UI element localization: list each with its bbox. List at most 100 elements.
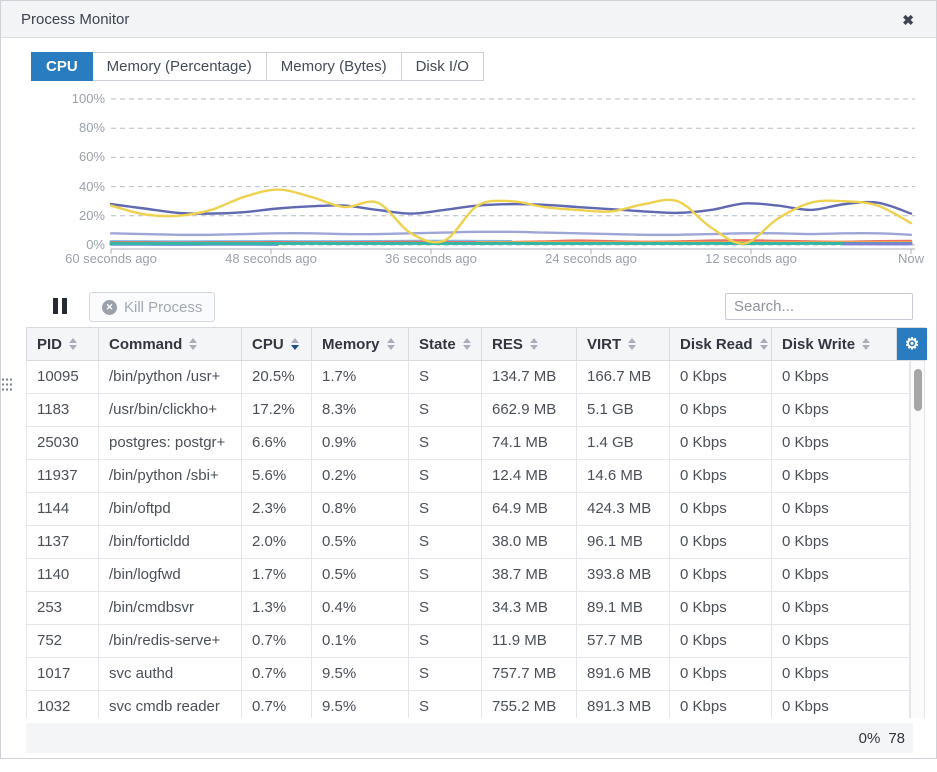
column-header-disk-write[interactable]: Disk Write (772, 328, 897, 360)
column-header-res[interactable]: RES (482, 328, 577, 360)
gear-icon[interactable]: ⚙ (897, 328, 927, 360)
table-cell: 2.0% (242, 526, 312, 558)
column-header-cpu[interactable]: CPU (242, 328, 312, 360)
table-cell: 1140 (27, 559, 99, 591)
table-cell: 0.7% (242, 625, 312, 657)
table-cell: /bin/python /usr+ (99, 361, 242, 393)
scrollbar-thumb[interactable] (914, 369, 922, 411)
table-cell: /usr/bin/clickho+ (99, 394, 242, 426)
column-label: State (419, 335, 456, 353)
column-header-command[interactable]: Command (99, 328, 242, 360)
table-cell: 0 Kbps (670, 658, 772, 690)
kill-process-button[interactable]: ✕ Kill Process (89, 292, 216, 322)
table-row[interactable]: 1140/bin/logfwd 1.7% 0.5% S 38.7 MB 393.8 MB 0… (27, 559, 910, 592)
table-row[interactable]: 10095/bin/python /usr+ 20.5% 1.7% S 134.7 MB… (27, 361, 910, 394)
table-cell: 0.7% (242, 658, 312, 690)
series-yellow (109, 188, 913, 245)
table-cell: S (409, 361, 482, 393)
table-header: PID Command CPU Memory State RES VIRT Disk Read… (26, 327, 927, 361)
pause-icon[interactable] (53, 298, 67, 314)
table-cell: 0 Kbps (772, 493, 910, 525)
close-icon[interactable]: ✖ (900, 10, 916, 31)
table-cell: 14.6 MB (577, 460, 670, 492)
column-header-virt[interactable]: VIRT (577, 328, 670, 360)
table-row[interactable]: 25030 postgres: postgr+ 6.6% 0.9% S 74.1 MB 1.… (27, 427, 910, 460)
table-cell: 662.9 MB (482, 394, 577, 426)
table-cell: 891.3 MB (577, 691, 670, 718)
tab-memory-percentage[interactable]: Memory (Percentage) (92, 52, 267, 81)
table-row[interactable]: 1144/bin/oftpd 2.3% 0.8% S 64.9 MB 424.3 MB 0 … (27, 493, 910, 526)
y-axis-label: 40% (78, 178, 105, 194)
tab-disk-i-o[interactable]: Disk I/O (401, 52, 484, 81)
table-row[interactable]: 253/bin/cmdbsvr 1.3% 0.4% S 34.3 MB 89.1 MB 0 … (27, 592, 910, 625)
table-cell: 38.0 MB (482, 526, 577, 558)
column-header-memory[interactable]: Memory (312, 328, 409, 360)
table-cell: 11937 (27, 460, 99, 492)
table-cell: 1.7% (242, 559, 312, 591)
sort-icon (189, 338, 198, 350)
table-cell: 8.3% (312, 394, 409, 426)
y-axis-label: 0% (86, 237, 105, 252)
table-cell: 96.1 MB (577, 526, 670, 558)
table-row[interactable]: 1183/usr/bin/clickho+ 17.2% 8.3% S 662.9 MB 5… (27, 394, 910, 427)
process-count: 78 (888, 729, 905, 747)
column-header-state[interactable]: State (409, 328, 482, 360)
y-axis-label: 80% (78, 120, 105, 136)
table-cell: /bin/oftpd (99, 493, 242, 525)
table-cell: 166.7 MB (577, 361, 670, 393)
table-cell: S (409, 559, 482, 591)
table-cell: 0 Kbps (670, 559, 772, 591)
table-cell: 1032 (27, 691, 99, 718)
search-input[interactable] (725, 293, 913, 320)
chart-svg (109, 98, 915, 254)
drag-grip-icon[interactable] (1, 377, 12, 392)
x-axis-label: 12 seconds ago (705, 251, 797, 266)
sort-icon (759, 338, 768, 350)
cpu-usage-chart: 0% 20% 40% 60% 80% 100% 60 seconds ago 48 seco… (25, 91, 930, 273)
series-indigo (109, 200, 913, 215)
column-header-pid[interactable]: PID (27, 328, 99, 360)
table-cell: /bin/redis-serve+ (99, 625, 242, 657)
table-row[interactable]: 1137/bin/forticldd 2.0% 0.5% S 38.0 MB 96.1 M… (27, 526, 910, 559)
tab-memory-bytes[interactable]: Memory (Bytes) (266, 52, 402, 81)
table-cell: svc authd (99, 658, 242, 690)
column-header-disk-read[interactable]: Disk Read (670, 328, 772, 360)
table-cell: 6.6% (242, 427, 312, 459)
table-cell: 393.8 MB (577, 559, 670, 591)
table-cell: 0 Kbps (670, 592, 772, 624)
table-cell: 9.5% (312, 691, 409, 718)
column-label: RES (492, 335, 523, 353)
table-row[interactable]: 1032 svc cmdb reader 0.7% 9.5% S 755.2 MB 891.… (27, 691, 910, 718)
table-cell: 134.7 MB (482, 361, 577, 393)
scroll-percent: 0% (858, 729, 881, 747)
column-label: Command (109, 335, 183, 353)
table-cell: 0 Kbps (670, 427, 772, 459)
table-cell: 0 Kbps (670, 394, 772, 426)
table-row[interactable]: 752/bin/redis-serve+ 0.7% 0.1% S 11.9 MB 57.7… (27, 625, 910, 658)
tab-cpu[interactable]: CPU (31, 52, 93, 81)
sort-icon (386, 338, 395, 350)
table-cell: 1137 (27, 526, 99, 558)
series-light-periwinkle (109, 230, 913, 237)
table-cell: 0 Kbps (670, 691, 772, 718)
table-cell: 5.6% (242, 460, 312, 492)
table-cell: 89.1 MB (577, 592, 670, 624)
table-cell: 0 Kbps (772, 559, 910, 591)
table-cell: postgres: postgr+ (99, 427, 242, 459)
x-axis-label: 24 seconds ago (545, 251, 637, 266)
y-axis-label: 20% (78, 207, 105, 223)
table-cell: 1.7% (312, 361, 409, 393)
table-row[interactable]: 1017 svc authd 0.7% 9.5% S 757.7 MB 891.6 MB 0 … (27, 658, 910, 691)
table-cell: 0 Kbps (772, 658, 910, 690)
table-cell: S (409, 427, 482, 459)
sort-icon (462, 338, 471, 350)
tab-bar: CPU Memory (Percentage) Memory (Bytes) Disk… (31, 52, 484, 81)
table-cell: 9.5% (312, 658, 409, 690)
y-axis-label: 60% (78, 149, 105, 165)
vertical-scrollbar[interactable] (910, 361, 925, 718)
table-cell: S (409, 691, 482, 718)
table-cell: 1017 (27, 658, 99, 690)
table-cell: 0.8% (312, 493, 409, 525)
table-row[interactable]: 11937/bin/python /sbi+ 5.6% 0.2% S 12.4 MB 14… (27, 460, 910, 493)
table-cell: S (409, 460, 482, 492)
